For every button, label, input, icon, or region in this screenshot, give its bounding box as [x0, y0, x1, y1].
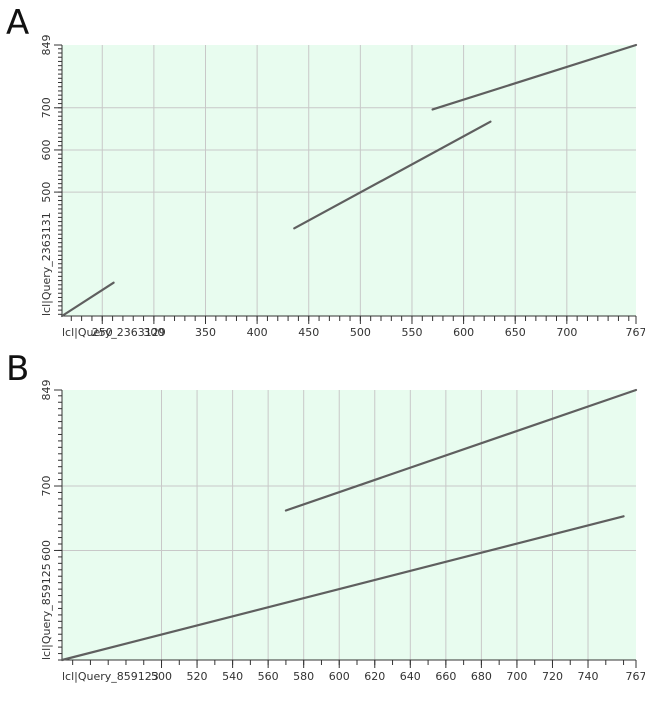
panel-a-plot-area [62, 45, 636, 316]
panel-a-x-tick-label: 700 [556, 326, 577, 339]
panel-a-alignment-line [60, 281, 115, 318]
panel-a-x-tick-label: 550 [401, 326, 422, 339]
panel-a-x-axis-label: lcl|Query_2363129 [62, 326, 166, 339]
panel-b-alignment-line [60, 515, 625, 662]
panel-a-alignment-line [293, 120, 492, 230]
panel-b-x-tick-label: 500 [151, 670, 172, 683]
panel-b-x-tick-label: 700 [506, 670, 527, 683]
panel-b-x-tick-label: 740 [578, 670, 599, 683]
panel-a-x-tick-label: 250 [92, 326, 113, 339]
panel-b-x-tick-label: 767 [626, 670, 645, 683]
panel-b-x-tick-label: 680 [471, 670, 492, 683]
panel-b-x-tick-label: 720 [542, 670, 563, 683]
panel-a-alignment-line [431, 43, 638, 111]
panel-b-x-tick-label: 600 [329, 670, 350, 683]
panel-b-x-tick-label: 660 [435, 670, 456, 683]
panel-a-x-tick-label: 600 [453, 326, 474, 339]
panel-b-x-tick-label: 520 [187, 670, 208, 683]
panel-a-y-tick-label: 700 [40, 97, 53, 118]
panel-b-y-tick-label: 849 [40, 380, 53, 401]
panel-b-x-tick-label: 580 [293, 670, 314, 683]
dot-plot-a: 250 300 350 400 450 500 550 600 650 700 767 lcl|Que… [40, 35, 645, 340]
panel-b-plot-area [62, 390, 636, 660]
panel-b-y-axis-label: lcl|Query_859125 [40, 563, 53, 660]
panel-a-y-tick-label: 849 [40, 35, 53, 56]
panel-a-x-tick-label: 300 [143, 326, 164, 339]
panel-a-x-tick-label: 500 [350, 326, 371, 339]
panel-b-x-tick-label: 640 [400, 670, 421, 683]
panel-a-y-axis-label: lcl|Query_2363131 [40, 212, 53, 316]
panel-b-alignment-line [284, 388, 638, 512]
panel-b-x-tick-label: 620 [364, 670, 385, 683]
panel-a-x-tick-label: 650 [505, 326, 526, 339]
panel-b-y-tick-label: 600 [40, 540, 53, 561]
panel-b-letter: B [6, 349, 30, 389]
panel-b-x-tick-label: 540 [222, 670, 243, 683]
panel-b-x-axis-label: lcl|Query_859123 [62, 670, 159, 683]
panel-a-letter: A [6, 3, 30, 43]
panel-a-x-tick-label: 350 [195, 326, 216, 339]
panel-a-x-tick-label: 450 [298, 326, 319, 339]
panel-a-y-tick-label: 600 [40, 139, 53, 160]
panel-b-x-tick-label: 560 [258, 670, 279, 683]
panel-a-x-tick-label: 400 [247, 326, 268, 339]
panel-a-x-tick-label: 767 [626, 326, 645, 339]
panel-a-y-tick-label: 500 [40, 182, 53, 203]
panel-b-y-tick-label: 700 [40, 476, 53, 497]
